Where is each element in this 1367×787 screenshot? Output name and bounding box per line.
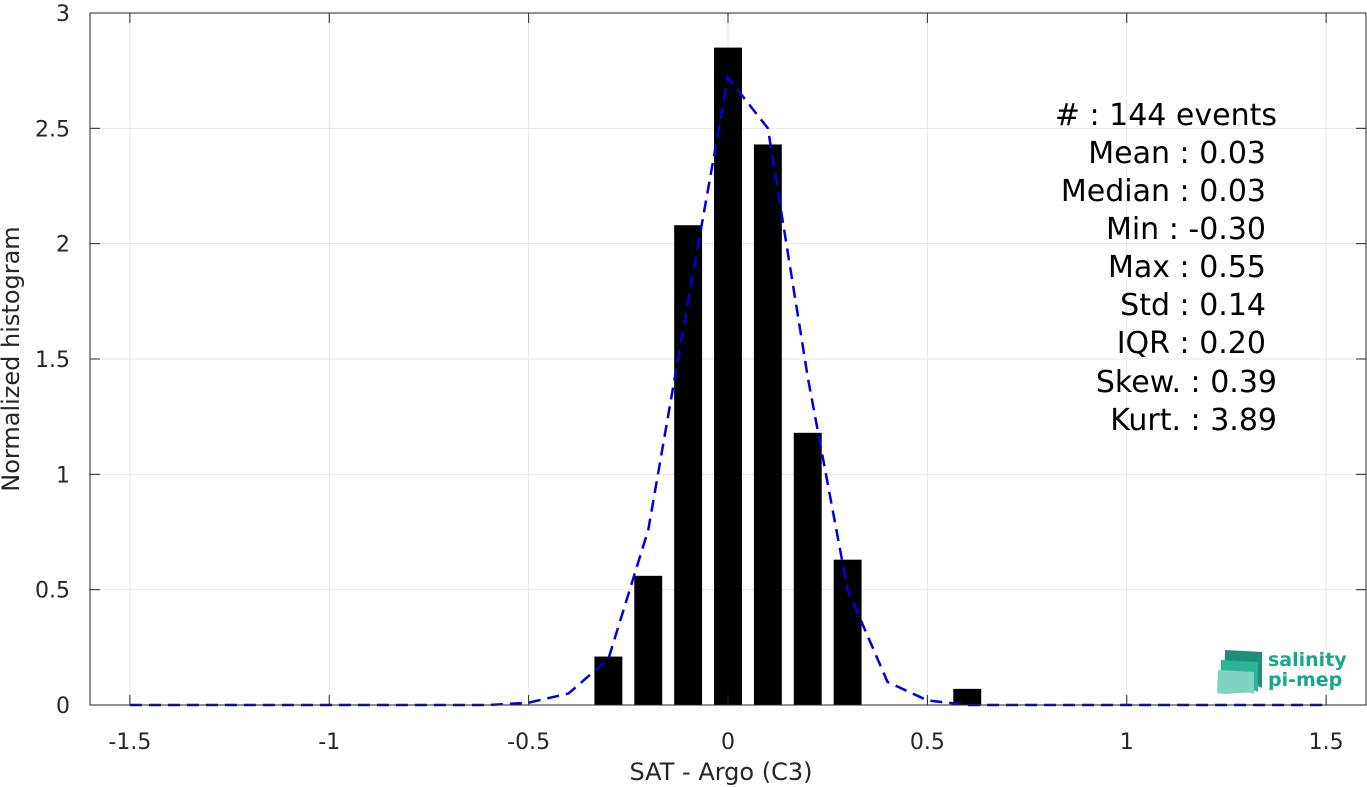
histogram-bar-3 xyxy=(714,47,742,706)
x-tick-label-3: 0 xyxy=(721,730,735,755)
histogram-bar-0 xyxy=(594,656,623,705)
salinity-pi-mep-logo: salinity pi-mep xyxy=(1217,649,1347,694)
histogram-bars xyxy=(594,47,982,706)
y-axis-label: Normalized histogram xyxy=(0,226,25,491)
stat-std: Std : 0.14 xyxy=(1120,288,1266,323)
stat-skew: Skew. : 0.39 xyxy=(1096,365,1277,400)
statistics-box: # : 144 events Mean : 0.03 Median : 0.03… xyxy=(1055,98,1277,438)
histogram-bar-5 xyxy=(793,432,822,705)
x-tick-label-0: -1.5 xyxy=(108,730,151,755)
x-axis-label: SAT - Argo (C3) xyxy=(630,758,813,786)
stat-count: # : 144 events xyxy=(1055,98,1277,133)
y-tick-label-0: 0 xyxy=(56,694,70,719)
histogram-bar-7 xyxy=(953,688,982,705)
x-tick-label-4: 0.5 xyxy=(910,730,945,755)
histogram-bar-6 xyxy=(833,559,862,705)
y-tick-label-5: 2.5 xyxy=(35,117,70,142)
y-axis-ticks: 0 0.5 1 1.5 2 2.5 3 xyxy=(35,2,1366,719)
stat-min: Min : -0.30 xyxy=(1106,212,1266,247)
logo-line-salinity: salinity xyxy=(1268,649,1347,671)
x-tick-label-5: 1 xyxy=(1120,730,1134,755)
y-tick-label-6: 3 xyxy=(56,2,70,27)
y-tick-label-3: 1.5 xyxy=(35,348,70,373)
x-tick-label-2: -0.5 xyxy=(507,730,550,755)
histogram-bar-1 xyxy=(634,575,663,705)
y-tick-label-4: 2 xyxy=(56,233,70,258)
x-axis-ticks: -1.5 -1 -0.5 0 0.5 1 1.5 xyxy=(108,13,1344,755)
x-tick-label-1: -1 xyxy=(318,730,340,755)
stat-iqr: IQR : 0.20 xyxy=(1117,326,1266,361)
salinity-wave-icon xyxy=(1217,650,1262,694)
y-tick-label-2: 1 xyxy=(56,463,70,488)
stat-median: Median : 0.03 xyxy=(1061,174,1266,209)
stat-mean: Mean : 0.03 xyxy=(1088,136,1266,171)
y-tick-label-1: 0.5 xyxy=(35,579,70,604)
stat-max: Max : 0.55 xyxy=(1108,250,1266,285)
histogram-bar-4 xyxy=(753,144,782,706)
stat-kurt: Kurt. : 3.89 xyxy=(1110,403,1277,438)
logo-line-pi-mep: pi-mep xyxy=(1268,669,1342,691)
x-tick-label-6: 1.5 xyxy=(1309,730,1344,755)
